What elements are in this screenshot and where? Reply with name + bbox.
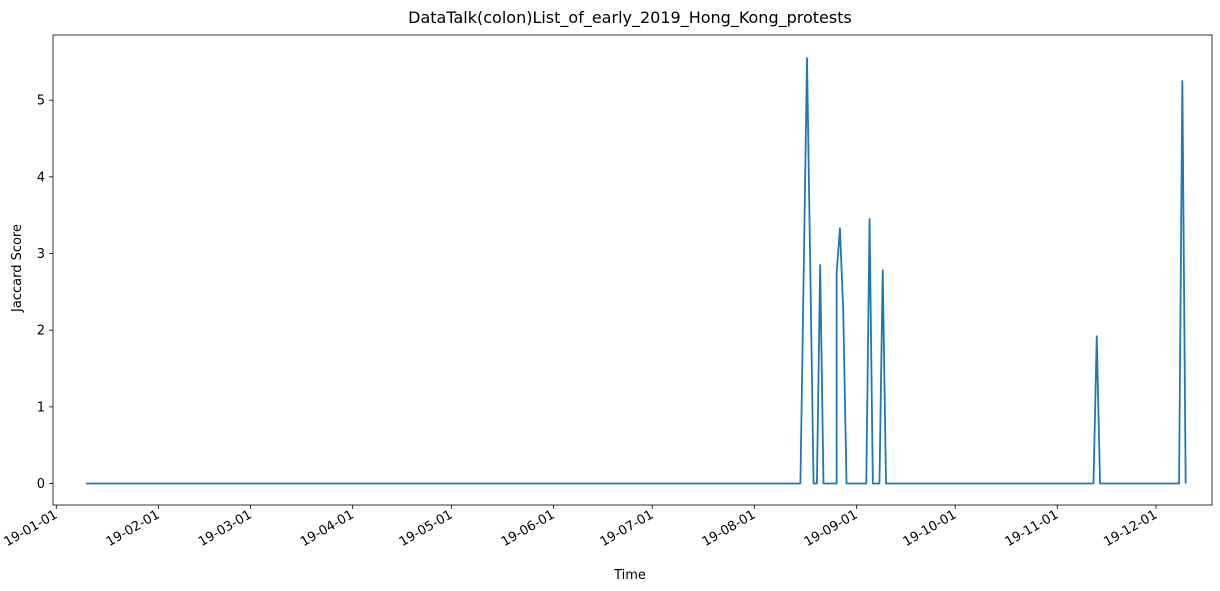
axes-frame	[52, 34, 1213, 506]
x-tick-label: 19-05-01	[397, 507, 456, 549]
y-tick-label: 4	[37, 170, 45, 185]
y-tick-label: 0	[37, 477, 45, 492]
y-tick-label: 3	[37, 247, 45, 262]
x-tick-label: 19-06-01	[499, 507, 558, 549]
x-tick-label: 19-08-01	[700, 507, 759, 549]
x-tick-label: 19-07-01	[598, 507, 657, 549]
y-tick-label: 5	[37, 94, 45, 109]
series-line-1	[85, 57, 1187, 485]
chart-title: DataTalk(colon)List_of_early_2019_Hong_K…	[408, 8, 852, 28]
y-axis: 0 1 2 3 4 5	[37, 94, 53, 492]
x-tick-label: 19-01-01	[2, 507, 61, 549]
x-tick-label: 19-11-01	[1003, 507, 1062, 549]
x-axis-label: Time	[613, 568, 646, 583]
x-tick-label: 19-12-01	[1101, 507, 1160, 549]
x-tick-label: 19-09-01	[802, 507, 861, 549]
x-axis: 19-01-01 19-02-01 19-03-01 19-04-01 19-05-01…	[2, 505, 1160, 550]
x-tick-label: 19-03-01	[196, 507, 255, 549]
plot-area	[85, 57, 1187, 485]
x-tick-label: 19-10-01	[901, 507, 960, 549]
x-tick-label: 19-02-01	[104, 507, 163, 549]
y-axis-label: Jaccard Score	[10, 224, 25, 313]
y-tick-label: 2	[37, 324, 45, 339]
y-tick-label: 1	[37, 400, 45, 415]
x-tick-label: 19-04-01	[298, 507, 357, 549]
